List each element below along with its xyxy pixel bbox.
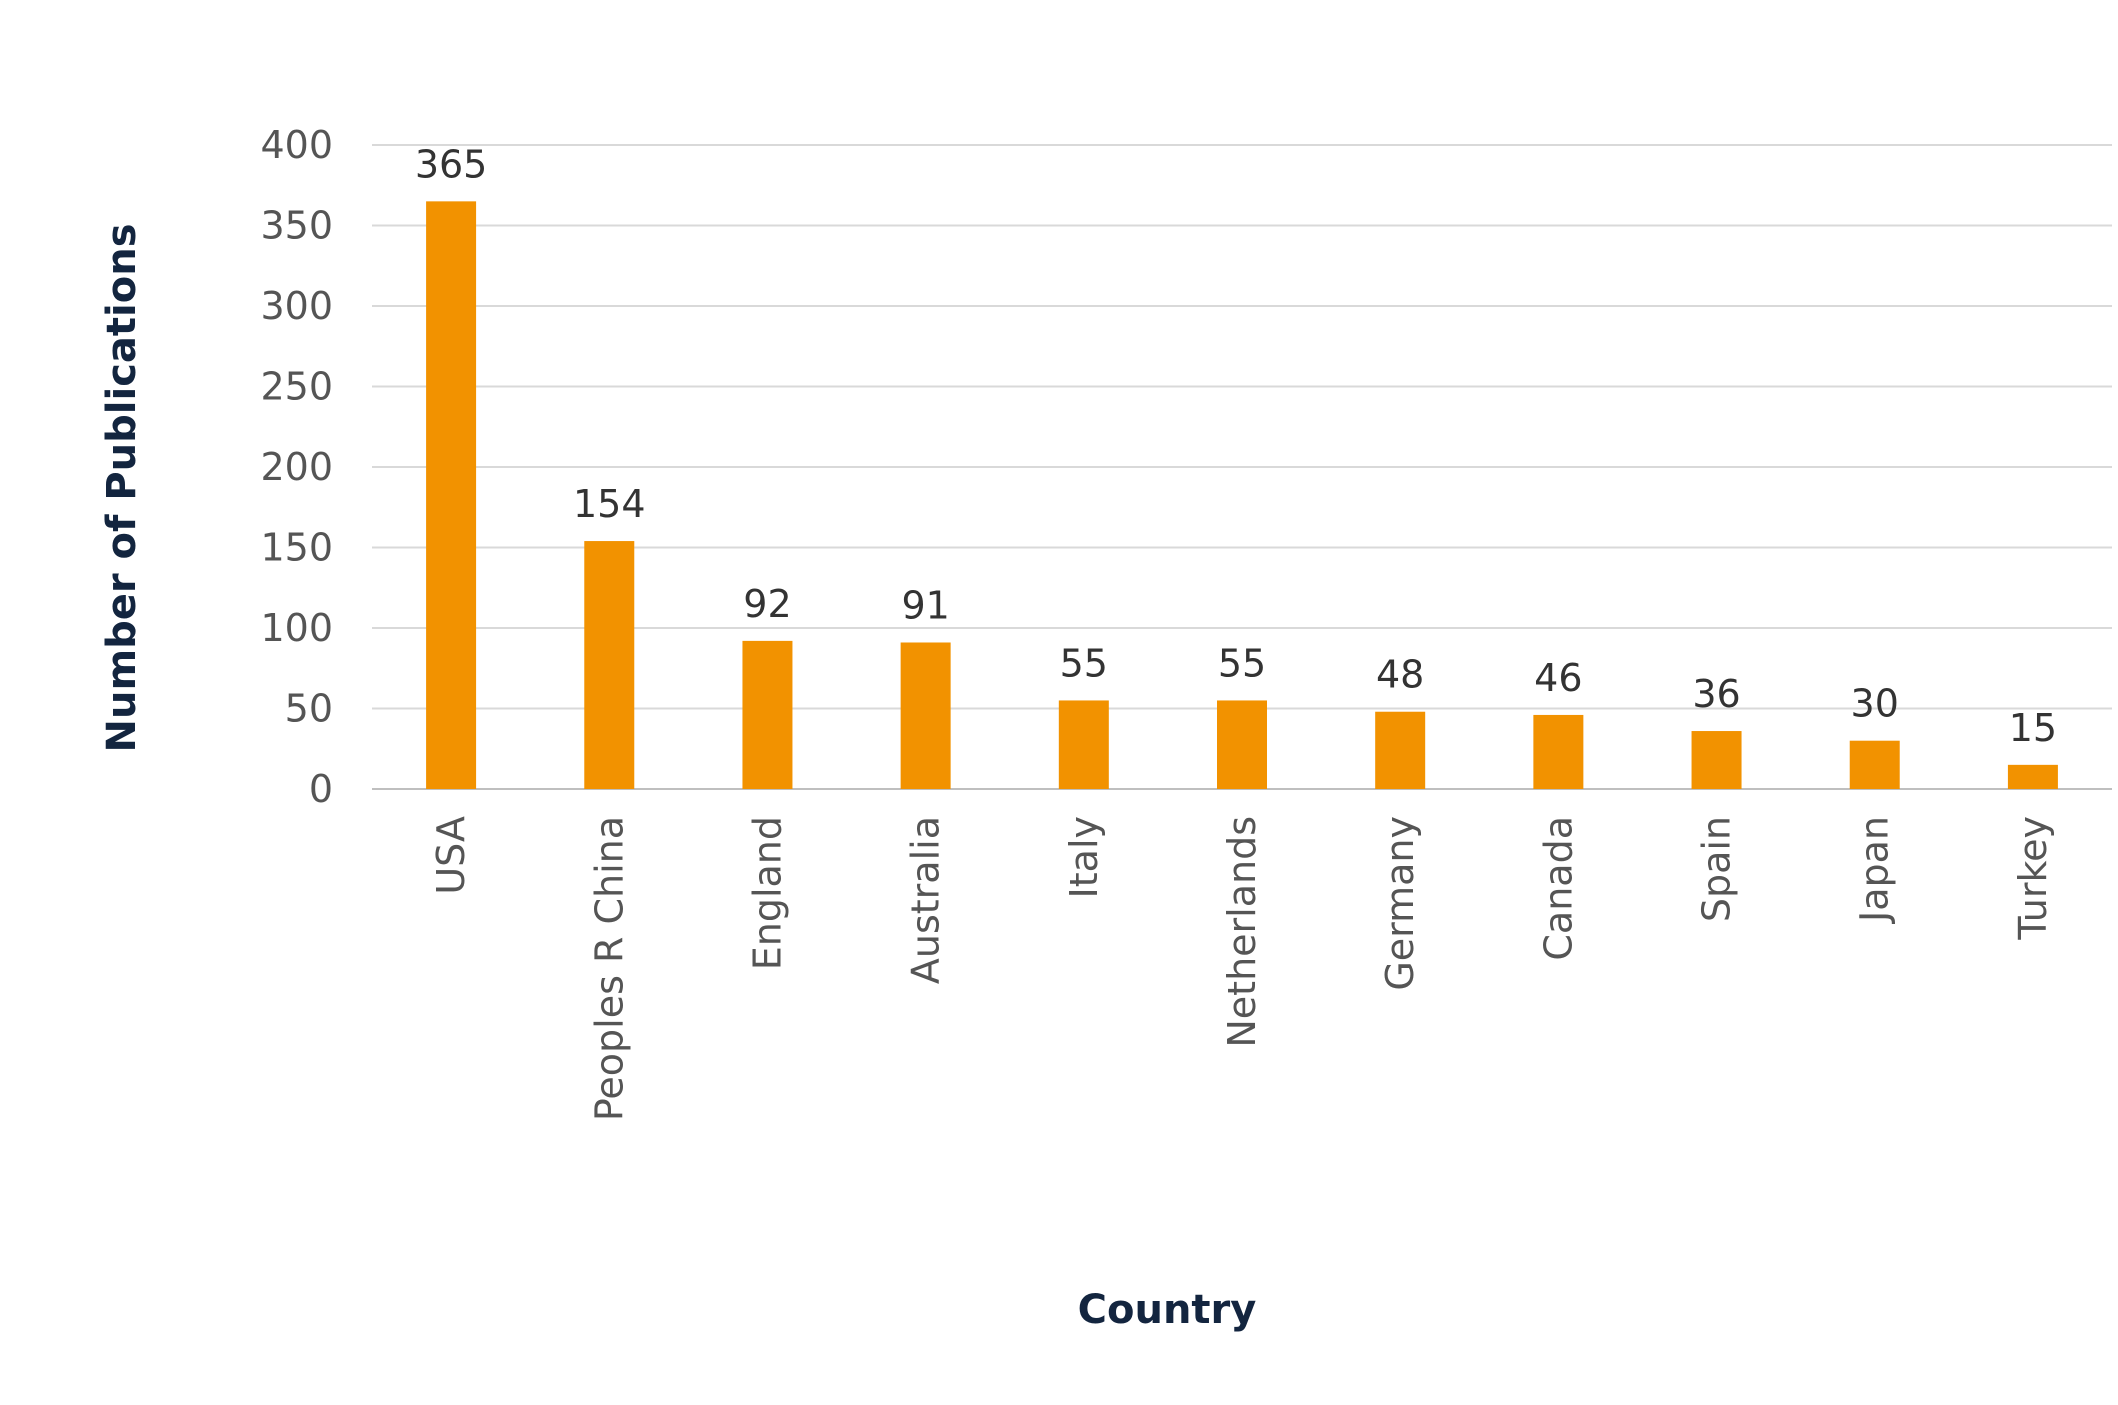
x-category-label: Spain bbox=[1695, 816, 1739, 922]
y-tick-label: 200 bbox=[260, 445, 333, 489]
x-category-label: Japan bbox=[1853, 816, 1897, 924]
bar bbox=[900, 642, 951, 789]
data-label: 154 bbox=[573, 482, 646, 526]
data-label: 92 bbox=[743, 582, 791, 626]
y-tick-label: 300 bbox=[260, 284, 333, 328]
x-category-label: USA bbox=[429, 816, 473, 895]
y-tick-label: 400 bbox=[260, 123, 333, 167]
bar bbox=[426, 201, 477, 790]
bar bbox=[1217, 700, 1267, 789]
data-labels: 365 154 92 91 55 55 48 46 36 30 15 bbox=[415, 142, 2057, 750]
y-tick-label: 100 bbox=[260, 606, 333, 650]
x-axis-title: Country bbox=[1078, 1287, 1257, 1333]
y-tick-label: 250 bbox=[260, 365, 333, 409]
x-category-label: Germany bbox=[1378, 816, 1422, 991]
y-axis-ticks: 0 50 100 150 200 250 300 350 400 bbox=[260, 123, 333, 811]
x-category-label: Italy bbox=[1062, 816, 1106, 898]
y-tick-label: 350 bbox=[260, 204, 333, 248]
bar bbox=[1533, 714, 1584, 789]
x-category-label: Canada bbox=[1536, 816, 1580, 961]
bar bbox=[1849, 740, 1900, 789]
bar bbox=[2007, 764, 2058, 789]
y-tick-label: 0 bbox=[309, 767, 333, 811]
bar bbox=[584, 541, 635, 789]
x-category-label: Peoples R China bbox=[587, 816, 631, 1121]
data-label: 55 bbox=[1060, 641, 1108, 685]
bar bbox=[1375, 711, 1426, 789]
data-label: 365 bbox=[415, 142, 488, 186]
gridlines bbox=[372, 144, 2112, 790]
bar bbox=[1058, 700, 1109, 789]
y-axis-title: Number of Publications bbox=[99, 223, 145, 752]
bars bbox=[426, 201, 2058, 790]
y-tick-label: 150 bbox=[260, 526, 333, 570]
bar bbox=[742, 640, 793, 789]
data-label: 46 bbox=[1534, 656, 1582, 700]
data-label: 15 bbox=[2009, 706, 2057, 750]
x-category-label: Netherlands bbox=[1220, 816, 1264, 1048]
data-label: 48 bbox=[1376, 653, 1424, 697]
x-category-label: Australia bbox=[904, 816, 948, 984]
x-axis-categories: USA Peoples R China England Australia Italy N… bbox=[429, 816, 2055, 1121]
bar bbox=[1691, 731, 1742, 789]
y-tick-label: 50 bbox=[285, 687, 333, 731]
data-label: 91 bbox=[901, 583, 949, 627]
data-label: 36 bbox=[1692, 672, 1740, 716]
x-category-label: Turkey bbox=[2011, 816, 2055, 941]
data-label: 55 bbox=[1218, 641, 1266, 685]
data-label: 30 bbox=[1851, 682, 1899, 726]
x-category-label: England bbox=[745, 816, 789, 970]
